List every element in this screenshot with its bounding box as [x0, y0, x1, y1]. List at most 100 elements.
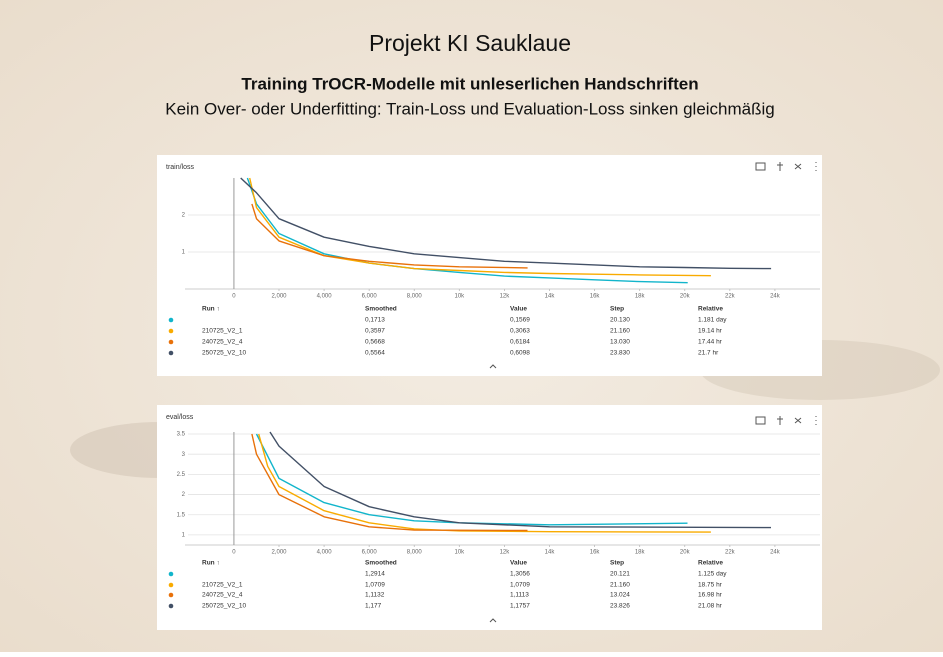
- y-tick-label: 2.5: [177, 472, 186, 478]
- x-tick-label: 14k: [545, 550, 556, 556]
- x-tick-label: 8,000: [407, 294, 423, 300]
- legend-label: 240725_V2_4: [202, 339, 243, 346]
- table-cell: 0,6098: [510, 350, 530, 357]
- x-tick-label: 0: [232, 294, 236, 300]
- table-header: Step: [610, 560, 624, 567]
- table-header: Relative: [698, 306, 723, 313]
- x-tick-label: 6,000: [362, 550, 378, 556]
- table-header: Step: [610, 306, 624, 313]
- x-tick-label: 12k: [500, 550, 511, 556]
- y-tick-label: 2: [182, 492, 186, 498]
- x-tick-label: 24k: [770, 550, 781, 556]
- series-line: [258, 433, 711, 533]
- legend-dot: [168, 350, 174, 356]
- chart-title: train/loss: [166, 164, 195, 171]
- table-cell: 21.160: [610, 328, 630, 335]
- x-tick-label: 10k: [454, 294, 465, 300]
- legend-dot: [168, 571, 174, 577]
- y-tick-label: 1: [182, 250, 186, 256]
- table-cell: 13.024: [610, 592, 630, 599]
- y-tick-label: 3: [182, 452, 186, 458]
- table-header: Smoothed: [365, 560, 397, 567]
- legend-dot: [168, 328, 174, 334]
- series-line: [246, 177, 688, 284]
- table-header: Run ↑: [202, 306, 220, 313]
- x-tick-label: 24k: [770, 294, 781, 300]
- x-tick-label: 8,000: [407, 550, 423, 556]
- y-tick-label: 3.5: [177, 432, 186, 438]
- legend-label: 250725_V2_10: [202, 350, 246, 357]
- series-line: [249, 177, 711, 277]
- table-cell: 23.826: [610, 603, 630, 610]
- legend-dot: [168, 317, 174, 323]
- x-tick-label: 22k: [725, 550, 736, 556]
- table-cell: 1,1757: [510, 603, 530, 610]
- legend-dot: [168, 339, 174, 345]
- x-tick-label: 20k: [680, 294, 691, 300]
- x-tick-label: 12k: [500, 294, 511, 300]
- x-tick-label: 16k: [590, 550, 601, 556]
- y-tick-label: 2: [182, 213, 186, 219]
- x-tick-label: 6,000: [362, 294, 378, 300]
- slide-subtitle: Training TrOCR-Modelle mit unleserlichen…: [241, 74, 698, 93]
- series-line: [240, 177, 772, 270]
- x-tick-label: 16k: [590, 294, 601, 300]
- table-cell: 19.14 hr: [698, 328, 723, 335]
- legend-dot: [168, 592, 174, 598]
- x-tick-label: 4,000: [317, 550, 333, 556]
- legend-label: 210725_V2_1: [202, 328, 243, 335]
- table-cell: 13.030: [610, 339, 630, 346]
- x-tick-label: 18k: [635, 550, 646, 556]
- x-tick-label: 18k: [635, 294, 646, 300]
- table-cell: 21.08 hr: [698, 603, 723, 610]
- table-cell: 23.830: [610, 350, 630, 357]
- table-cell: 0,5564: [365, 350, 385, 357]
- chart-panel: [157, 155, 822, 376]
- table-cell: 0,5668: [365, 339, 385, 346]
- table-cell: 21.160: [610, 582, 630, 589]
- x-tick-label: 2,000: [271, 294, 287, 300]
- table-cell: 0,6184: [510, 339, 530, 346]
- legend-label: 210725_V2_1: [202, 582, 243, 589]
- table-cell: 16.98 hr: [698, 592, 723, 599]
- x-tick-label: 0: [232, 550, 236, 556]
- legend-label: 250725_V2_10: [202, 603, 246, 610]
- table-cell: 1,0709: [365, 582, 385, 589]
- table-cell: 1.181 day: [698, 317, 727, 324]
- table-cell: 20.121: [610, 571, 630, 578]
- table-cell: 1,0709: [510, 582, 530, 589]
- chart-panel: [157, 405, 822, 630]
- legend-dot: [168, 582, 174, 588]
- table-cell: 0,3597: [365, 328, 385, 335]
- legend-dot: [168, 603, 174, 609]
- x-tick-label: 14k: [545, 294, 556, 300]
- toolbar: [489, 162, 817, 623]
- table-cell: 20.130: [610, 317, 630, 324]
- table-cell: 18.75 hr: [698, 582, 723, 589]
- y-tick-label: 1: [182, 532, 186, 538]
- x-tick-label: 20k: [680, 550, 691, 556]
- x-tick-label: 10k: [454, 550, 465, 556]
- slide-caption: Kein Over- oder Underfitting: Train-Loss…: [165, 99, 774, 118]
- series-line: [251, 203, 528, 269]
- table-cell: 1,177: [365, 603, 382, 610]
- table-header: Run ↑: [202, 560, 220, 567]
- table-header: Relative: [698, 560, 723, 567]
- table-cell: 1.125 day: [698, 571, 727, 578]
- x-tick-label: 4,000: [317, 294, 333, 300]
- table-cell: 1,1132: [365, 592, 385, 599]
- table-cell: 21.7 hr: [698, 350, 719, 357]
- table-header: Value: [510, 306, 527, 313]
- table-cell: 17.44 hr: [698, 339, 723, 346]
- series-line: [251, 433, 528, 532]
- table-cell: 1,2914: [365, 571, 385, 578]
- slide-title: Projekt KI Sauklaue: [369, 30, 571, 56]
- legend-label: 240725_V2_4: [202, 592, 243, 599]
- table-cell: 1,3056: [510, 571, 530, 578]
- series-line: [269, 431, 772, 529]
- table-cell: 1,1113: [510, 592, 529, 599]
- table-cell: 0,1713: [365, 317, 385, 324]
- table-header: Smoothed: [365, 306, 397, 313]
- x-tick-label: 22k: [725, 294, 736, 300]
